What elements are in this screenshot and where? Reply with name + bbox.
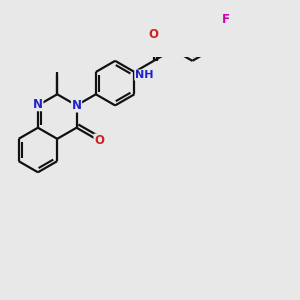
Text: O: O — [149, 28, 159, 41]
Text: O: O — [94, 134, 104, 147]
Text: N: N — [33, 98, 43, 111]
Text: N: N — [71, 99, 82, 112]
Text: NH: NH — [135, 70, 153, 80]
Text: F: F — [222, 13, 230, 26]
